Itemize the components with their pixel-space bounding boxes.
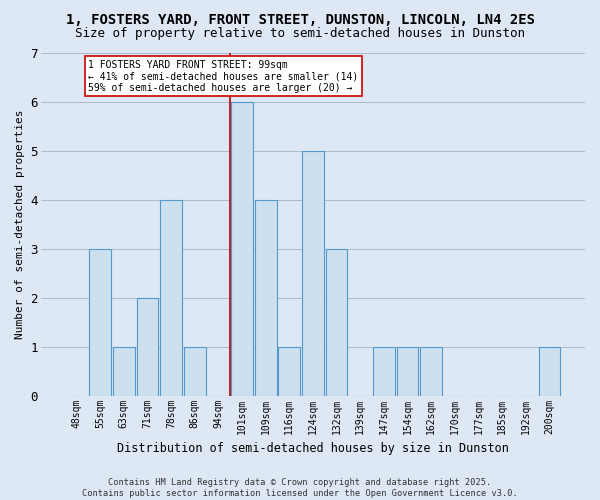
Bar	[137, 298, 158, 396]
Bar	[397, 346, 418, 396]
Bar	[420, 346, 442, 396]
Bar	[184, 346, 206, 396]
Text: Size of property relative to semi-detached houses in Dunston: Size of property relative to semi-detach…	[75, 28, 525, 40]
Bar	[302, 150, 324, 396]
Text: 1, FOSTERS YARD, FRONT STREET, DUNSTON, LINCOLN, LN4 2ES: 1, FOSTERS YARD, FRONT STREET, DUNSTON, …	[65, 12, 535, 26]
Text: 1 FOSTERS YARD FRONT STREET: 99sqm
← 41% of semi-detached houses are smaller (14: 1 FOSTERS YARD FRONT STREET: 99sqm ← 41%…	[88, 60, 359, 93]
X-axis label: Distribution of semi-detached houses by size in Dunston: Distribution of semi-detached houses by …	[117, 442, 509, 455]
Bar	[231, 102, 253, 396]
Y-axis label: Number of semi-detached properties: Number of semi-detached properties	[15, 110, 25, 339]
Bar	[278, 346, 300, 396]
Bar	[160, 200, 182, 396]
Bar	[326, 248, 347, 396]
Bar	[539, 346, 560, 396]
Bar	[113, 346, 134, 396]
Text: Contains HM Land Registry data © Crown copyright and database right 2025.
Contai: Contains HM Land Registry data © Crown c…	[82, 478, 518, 498]
Bar	[89, 248, 111, 396]
Bar	[373, 346, 395, 396]
Bar	[255, 200, 277, 396]
